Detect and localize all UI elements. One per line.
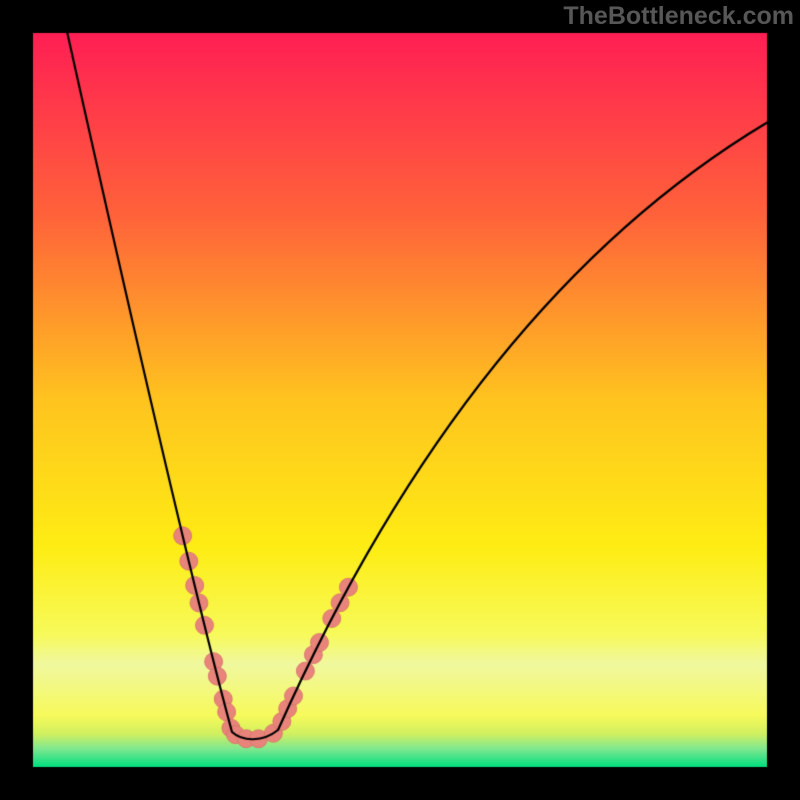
chart-canvas	[0, 0, 800, 800]
watermark-text: TheBottleneck.com	[563, 2, 794, 31]
chart-container: TheBottleneck.com	[0, 0, 800, 800]
